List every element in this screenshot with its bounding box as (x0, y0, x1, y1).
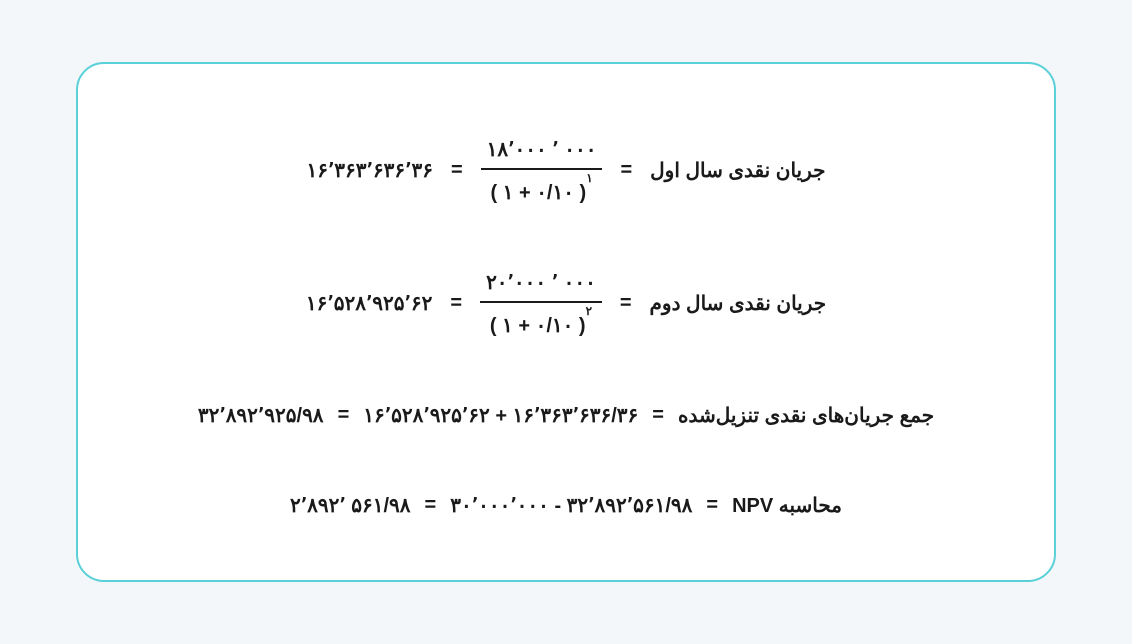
cashflow-year-2-numerator: ۲۰٬۰۰۰ ٬ ۰۰۰ (480, 270, 602, 301)
npv-expression: ۳۰٬۰۰۰٬۰۰۰ - ۳۲٬۸۹۲٬۵۶۱/۹۸ (450, 493, 692, 518)
sum-discounted-label: جمع جریان‌های نقدی تنزیل‌شده (678, 403, 934, 428)
cashflow-year-1-row: جریان نقدی سال اول = ۱۸٬۰۰۰ ٬ ۰۰۰ ( ۱ + … (118, 137, 1014, 205)
npv-row: محاسبه NPV = ۳۰٬۰۰۰٬۰۰۰ - ۳۲٬۸۹۲٬۵۶۱/۹۸ … (118, 493, 1014, 518)
equals-sign: = (620, 292, 632, 315)
cashflow-year-2-label: جریان نقدی سال دوم (650, 291, 827, 316)
denominator-base: ( ۱ + ۰/۱۰ ) (490, 313, 586, 338)
formula-card: جریان نقدی سال اول = ۱۸٬۰۰۰ ٬ ۰۰۰ ( ۱ + … (76, 62, 1056, 582)
equals-sign: = (425, 494, 437, 517)
sum-discounted-expression: ۱۶٬۵۲۸٬۹۲۵٬۶۲ + ۱۶٬۳۶۳٬۶۳۶/۳۶ (363, 403, 638, 428)
sum-discounted-result: ۳۲٬۸۹۲٬۹۲۵/۹۸ (198, 403, 324, 428)
cashflow-year-1-denominator: ( ۱ + ۰/۱۰ ) ۱ (484, 170, 598, 205)
denominator-exponent: ۱ (586, 171, 592, 185)
equals-sign: = (450, 292, 462, 315)
denominator-base: ( ۱ + ۰/۱۰ ) (490, 180, 586, 205)
equals-sign: = (451, 159, 463, 182)
cashflow-year-1-fraction: ۱۸٬۰۰۰ ٬ ۰۰۰ ( ۱ + ۰/۱۰ ) ۱ (481, 137, 603, 205)
cashflow-year-2-fraction: ۲۰٬۰۰۰ ٬ ۰۰۰ ( ۱ + ۰/۱۰ ) ۲ (480, 270, 602, 338)
cashflow-year-1-result: ۱۶٬۳۶۳٬۶۳۶٬۳۶ (306, 158, 433, 183)
equals-sign: = (620, 159, 632, 182)
cashflow-year-1-numerator: ۱۸٬۰۰۰ ٬ ۰۰۰ (481, 137, 603, 168)
npv-label: محاسبه NPV (732, 493, 842, 518)
cashflow-year-2-denominator: ( ۱ + ۰/۱۰ ) ۲ (484, 303, 598, 338)
equals-sign: = (338, 404, 350, 427)
equals-sign: = (706, 494, 718, 517)
sum-discounted-row: جمع جریان‌های نقدی تنزیل‌شده = ۱۶٬۵۲۸٬۹۲… (118, 403, 1014, 428)
denominator-exponent: ۲ (586, 304, 592, 318)
equals-sign: = (652, 404, 664, 427)
cashflow-year-2-row: جریان نقدی سال دوم = ۲۰٬۰۰۰ ٬ ۰۰۰ ( ۱ + … (118, 270, 1014, 338)
cashflow-year-2-result: ۱۶٬۵۲۸٬۹۲۵٬۶۲ (306, 291, 433, 316)
npv-result: ۲٬۸۹۲٬ ۵۶۱/۹۸ (290, 493, 411, 518)
cashflow-year-1-label: جریان نقدی سال اول (650, 158, 825, 183)
